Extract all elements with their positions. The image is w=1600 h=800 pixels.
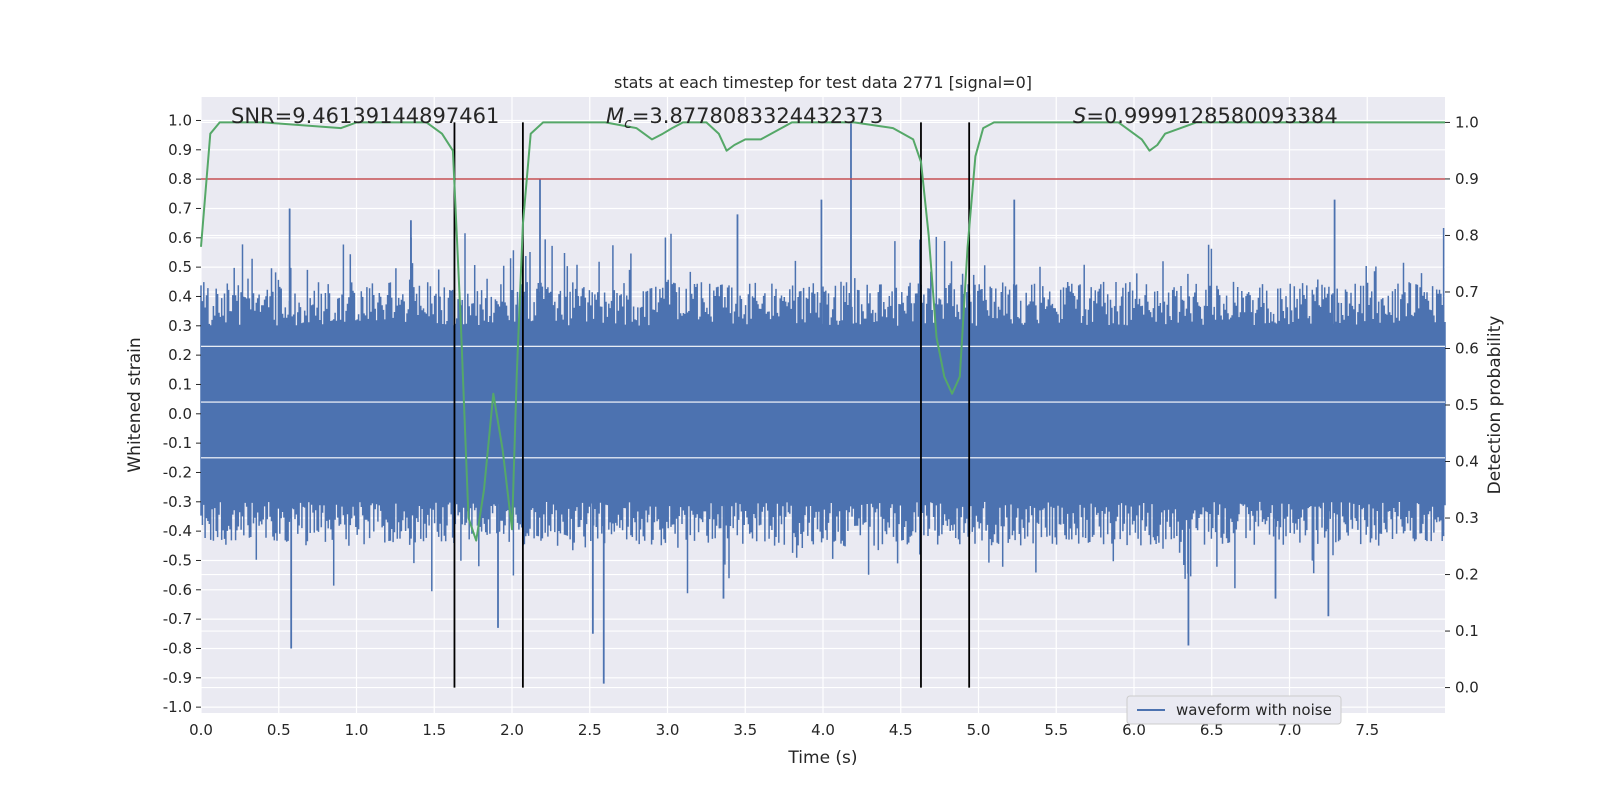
- y-tick-label: -1.0: [163, 698, 192, 716]
- probability-series: [200, 121, 1445, 542]
- y-axis-label: Whitened strain: [125, 337, 145, 472]
- y2-tick-label: 0.4: [1455, 453, 1479, 471]
- y-tick-label: -0.4: [163, 522, 192, 540]
- x-tick-label: 3.0: [656, 721, 680, 739]
- x-tick-label: 2.0: [500, 721, 524, 739]
- x-tick-label: 4.5: [889, 721, 913, 739]
- x-tick-label: 0.5: [267, 721, 291, 739]
- x-tick-label: 2.5: [578, 721, 602, 739]
- left-y-axis-ticks: 1.0 0.9 0.8 0.7 0.6 0.5 0.4 0.3 0.2 0.1 0.0 -0.1 -0.…: [163, 111, 201, 716]
- y2-tick-label: 0.6: [1455, 339, 1479, 357]
- y2-tick-label: 0.7: [1455, 283, 1479, 301]
- y-tick-label: 0.4: [168, 287, 192, 305]
- y2-tick-label: 0.3: [1455, 509, 1479, 527]
- x-tick-label: 4.0: [811, 721, 835, 739]
- y2-tick-label: 0.1: [1455, 622, 1479, 640]
- y-tick-label: -0.9: [163, 669, 192, 687]
- y-tick-label: -0.2: [163, 463, 192, 481]
- right-y-axis-ticks: 1.0 0.9 0.8 0.7 0.6 0.5 0.4 0.3 0.2 0.1 0.0: [1445, 113, 1479, 697]
- y2-tick-label: 1.0: [1455, 113, 1479, 131]
- y2-tick-label: 0.5: [1455, 396, 1479, 414]
- y-tick-label: 0.8: [168, 170, 192, 188]
- x-axis-ticks: 0.0 0.5 1.0 1.5 2.0 2.5 3.0 3.5 4.0 4.5 5.0 5.5 6.0 6…: [189, 721, 1379, 739]
- waveform-dense-core: [201, 325, 1445, 502]
- x-tick-label: 6.0: [1122, 721, 1146, 739]
- y-tick-label: 0.3: [168, 317, 192, 335]
- x-tick-label: 1.5: [422, 721, 446, 739]
- y-tick-label: 1.0: [168, 111, 192, 129]
- y2-tick-label: 0.2: [1455, 566, 1479, 584]
- x-tick-label: 0.0: [189, 721, 213, 739]
- waveform-series: [200, 123, 1446, 684]
- score-value: =0.9999128580093384: [1086, 104, 1337, 128]
- x-tick-label: 1.0: [345, 721, 369, 739]
- x-axis-label: Time (s): [787, 748, 857, 768]
- x-tick-label: 7.5: [1355, 721, 1379, 739]
- legend-label: waveform with noise: [1176, 701, 1332, 719]
- chirp-mass-symbol: M: [606, 104, 624, 128]
- chart-title: stats at each timestep for test data 277…: [614, 73, 1032, 92]
- legend-box: [1126, 695, 1342, 725]
- y-tick-label: 0.9: [168, 141, 192, 159]
- score-symbol: S: [1073, 104, 1086, 128]
- x-tick-label: 6.5: [1200, 721, 1224, 739]
- x-tick-label: 5.0: [967, 721, 991, 739]
- x-tick-label: 3.5: [733, 721, 757, 739]
- y-tick-label: -0.7: [163, 610, 192, 628]
- y-tick-label: -0.8: [163, 639, 192, 657]
- y2-tick-label: 0.9: [1455, 170, 1479, 188]
- y2-axis-label: Detection probability: [1485, 316, 1505, 495]
- y-tick-label: -0.3: [163, 493, 192, 511]
- y-tick-label: -0.1: [163, 434, 192, 452]
- detection-probability-line: [200, 121, 1445, 542]
- y2-tick-label: 0.0: [1455, 679, 1479, 697]
- chirp-mass-value: =3.8778083324432373: [632, 104, 883, 128]
- score-annotation: S=0.9999128580093384: [1073, 104, 1338, 128]
- chirp-mass-subscript: c: [624, 116, 632, 132]
- y-tick-label: 0.6: [168, 229, 192, 247]
- chirp-mass-annotation: Mc=3.8778083324432373: [606, 104, 883, 132]
- x-tick-label: 7.0: [1278, 721, 1302, 739]
- y-tick-label: 0.5: [168, 258, 192, 276]
- x-tick-label: 5.5: [1044, 721, 1068, 739]
- y-tick-label: 0.7: [168, 199, 192, 217]
- y2-tick-label: 0.8: [1455, 226, 1479, 244]
- y-tick-label: 0.2: [168, 346, 192, 364]
- y-tick-label: -0.5: [163, 551, 192, 569]
- snr-annotation: SNR=9.46139144897461: [231, 104, 499, 128]
- y-tick-label: -0.6: [163, 581, 192, 599]
- y-tick-label: 0.1: [168, 375, 192, 393]
- legend: waveform with noise: [1126, 695, 1342, 725]
- y-tick-label: 0.0: [168, 405, 192, 423]
